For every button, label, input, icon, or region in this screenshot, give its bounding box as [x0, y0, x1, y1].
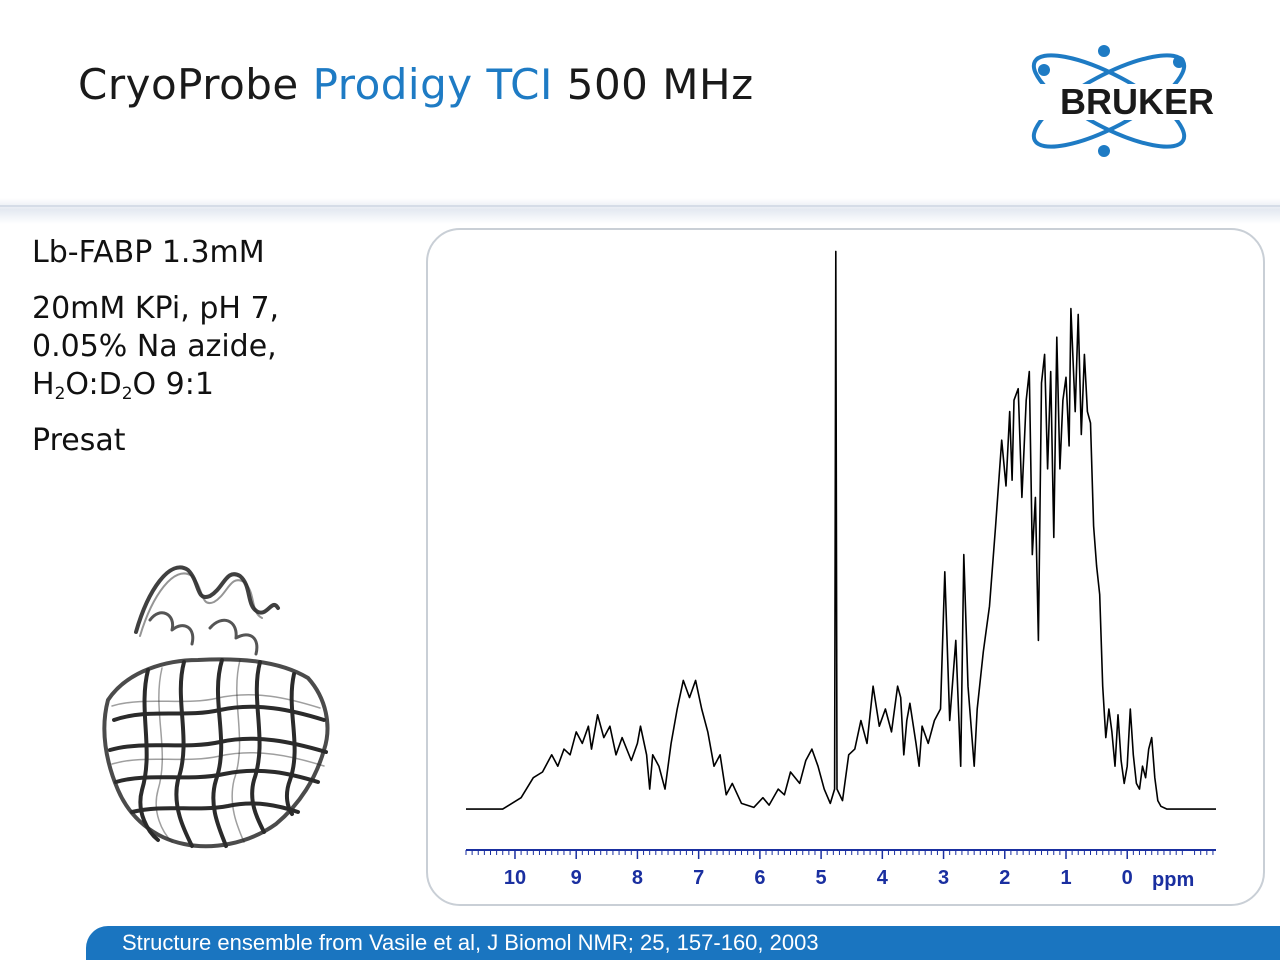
sample-conditions: Lb-FABP 1.3mM 20mM KPi, pH 7, 0.05% Na a…: [32, 234, 279, 478]
title-part-prodigy: Prodigy TCI: [312, 60, 553, 109]
spectrum-panel: [426, 228, 1265, 906]
protein-structure-icon: [102, 565, 330, 849]
buffer-line-2: 0.05% Na azide,: [32, 329, 277, 364]
x-tick-label: 9: [571, 867, 582, 889]
citation-text: Structure ensemble from Vasile et al, J …: [122, 930, 819, 955]
x-tick-label: 2: [999, 867, 1010, 889]
bruker-logo: BRUKER: [1024, 45, 1250, 157]
header-divider-line: [0, 205, 1280, 207]
logo-text: BRUKER: [1060, 81, 1214, 122]
x-tick-label: 1: [1060, 867, 1071, 889]
x-axis-tick-labels: 10 9 8 7 6 5 4 3 2 1 0: [504, 867, 1133, 889]
buffer-line-3: H2O:D2O 9:1: [32, 367, 214, 404]
header-divider: [0, 198, 1280, 224]
x-tick-label: 6: [754, 867, 765, 889]
x-tick-label: 4: [877, 867, 889, 889]
x-tick-label: 8: [632, 867, 643, 889]
x-tick-label: 7: [693, 867, 704, 889]
page-title: CryoProbe Prodigy TCI 500 MHz: [78, 60, 754, 109]
spectrum-series-line: [466, 250, 1216, 810]
title-part-cryoprobe: CryoProbe: [78, 60, 299, 109]
buffer-line-1: 20mM KPi, pH 7,: [32, 291, 280, 326]
title-part-frequency: 500 MHz: [566, 60, 754, 109]
sample-buffer: 20mM KPi, pH 7, 0.05% Na azide, H2O:D2O …: [32, 290, 279, 404]
x-axis-minor-ticks: [465, 850, 1214, 855]
x-tick-label: 3: [938, 867, 949, 889]
sample-protein: Lb-FABP 1.3mM: [32, 235, 265, 270]
x-tick-label: 0: [1122, 867, 1133, 889]
x-axis-label: ppm: [1152, 869, 1194, 891]
sample-pulse-sequence: Presat: [32, 423, 126, 458]
x-axis-major-ticks: [514, 850, 1128, 859]
citation-footer: Structure ensemble from Vasile et al, J …: [86, 926, 1280, 960]
x-tick-label: 10: [504, 867, 526, 889]
nmr-spectrum-chart: 10 9 8 7 6 5 4 3 2 1 0 ppm: [465, 250, 1216, 891]
x-tick-label: 5: [816, 867, 827, 889]
